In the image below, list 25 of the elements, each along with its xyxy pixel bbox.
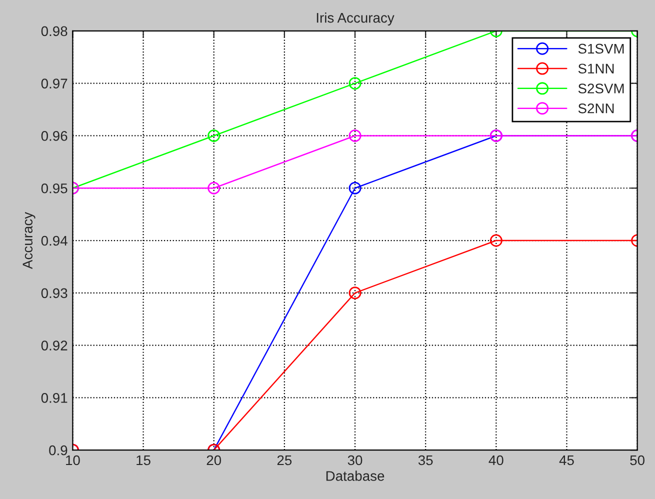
x-tick-label: 25 (277, 455, 292, 466)
x-tick-label: 35 (418, 455, 433, 466)
y-tick-label: 0.93 (41, 288, 68, 298)
y-tick-label: 0.92 (41, 340, 68, 350)
x-tick-label: 20 (206, 455, 222, 466)
x-tick-label: 45 (559, 455, 574, 466)
y-tick-label: 0.97 (41, 78, 68, 88)
y-tick-label: 0.96 (41, 131, 68, 141)
legend-label: S2NN (578, 103, 614, 114)
x-tick-label: 10 (66, 455, 80, 466)
y-tick-label: 0.94 (41, 236, 68, 246)
y-tick-label: 0.95 (41, 183, 68, 194)
legend-label: S1SVM (578, 44, 624, 54)
y-tick-label: 0.9 (49, 445, 68, 456)
y-tick-label: 0.91 (41, 393, 68, 403)
y-axis-title: Accuracy (22, 212, 36, 270)
x-tick-label: 30 (348, 455, 362, 466)
x-axis-title: Database (326, 470, 384, 481)
x-tick-label: 15 (136, 455, 150, 466)
y-tick-label: 0.98 (41, 26, 68, 36)
legend-label: S2SVM (578, 84, 624, 94)
legend-label: S1NN (578, 64, 614, 74)
chart-title: Iris Accuracy (316, 12, 394, 26)
x-tick-label: 40 (488, 455, 504, 466)
x-tick-label: 50 (630, 455, 644, 466)
